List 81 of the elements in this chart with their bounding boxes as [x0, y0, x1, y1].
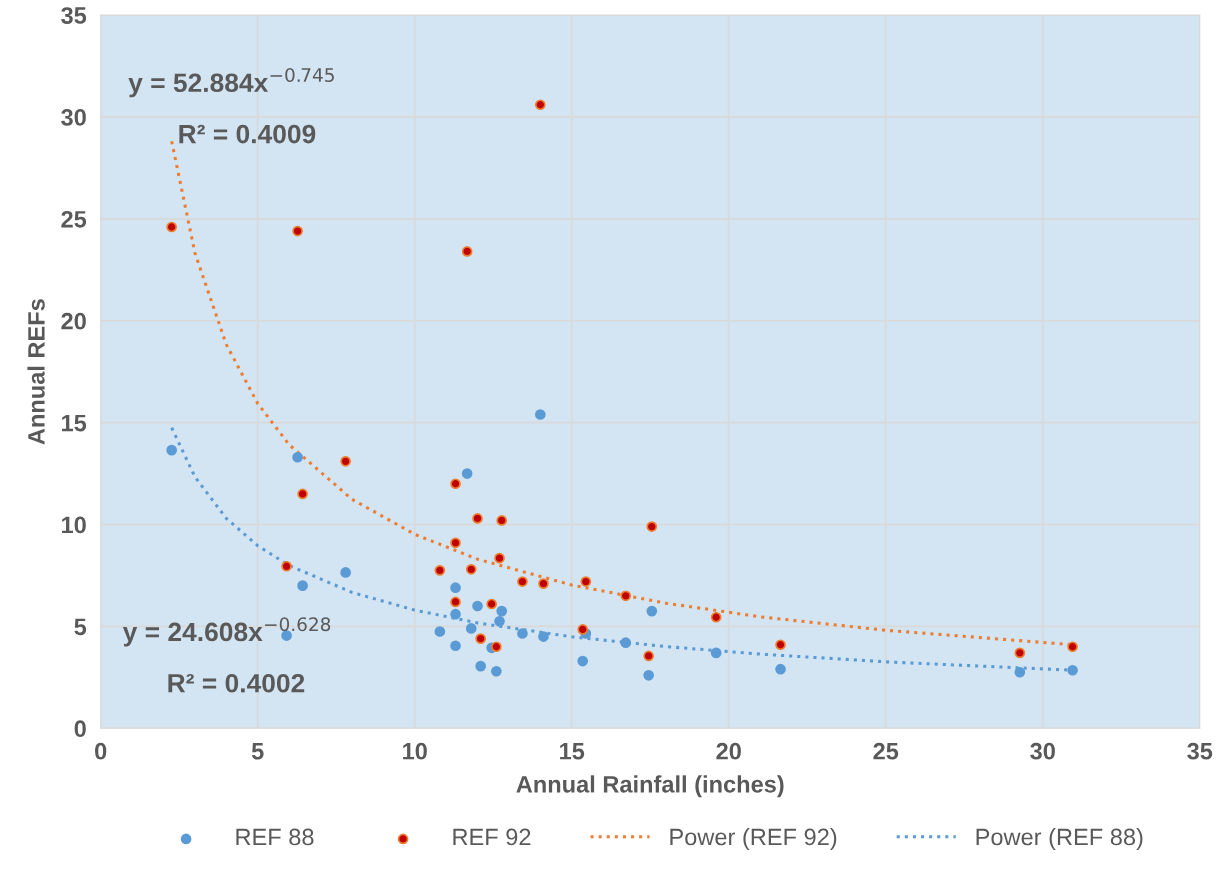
legend-label: REF 92 [453, 828, 531, 846]
point [434, 626, 446, 637]
point [494, 615, 505, 627]
annotation: R² = 0.4009 [179, 124, 316, 144]
point [710, 647, 722, 659]
point [340, 456, 351, 467]
point [517, 628, 528, 639]
point [1067, 641, 1078, 653]
x-tick-label: 20 [716, 742, 741, 760]
point [538, 631, 549, 642]
point [434, 565, 446, 576]
point [577, 624, 589, 635]
point [450, 596, 461, 608]
legend-label: Power (REF 88) [976, 828, 1143, 850]
point [646, 521, 658, 532]
point [491, 641, 502, 653]
point [494, 552, 505, 564]
point [166, 444, 177, 456]
y-tick-label: 0 [74, 720, 86, 738]
point [450, 640, 461, 652]
y-tick-label: 20 [61, 312, 86, 330]
x-tick-label: 5 [251, 743, 264, 760]
point [450, 537, 461, 549]
point [450, 478, 461, 490]
y-tick-label: 30 [61, 109, 86, 126]
x-tick-label: 35 [1187, 742, 1213, 760]
x-tick-label: 30 [1030, 742, 1055, 760]
x-axis-title: Annual Rainfall (inches) [516, 775, 784, 798]
point [475, 633, 486, 644]
y-tick-label: 25 [61, 210, 87, 228]
point [580, 576, 592, 587]
point [491, 665, 502, 677]
point [472, 513, 483, 524]
point [1014, 647, 1026, 659]
point [450, 608, 461, 620]
point [465, 623, 477, 634]
point [646, 605, 658, 617]
point [472, 600, 483, 612]
y-tick-label: 35 [61, 7, 87, 24]
y-tick-label: 10 [62, 516, 86, 534]
point [281, 560, 292, 572]
x-tick-label: 10 [403, 742, 427, 760]
point [461, 468, 473, 479]
point [620, 637, 632, 649]
y-axis-title: Annual REFs [27, 299, 45, 445]
point [534, 409, 546, 420]
point [643, 650, 654, 662]
y-tick-label: 5 [74, 618, 87, 636]
point [461, 246, 473, 257]
point [340, 567, 351, 578]
point [538, 578, 549, 589]
legend-label: Power (REF 92) [670, 828, 837, 850]
point [166, 221, 177, 233]
y-tick-label: 15 [62, 414, 87, 432]
point [450, 582, 461, 594]
point [297, 488, 308, 500]
point [297, 580, 308, 591]
point [620, 590, 632, 602]
point [475, 660, 486, 672]
point [775, 663, 786, 675]
point [1014, 666, 1026, 678]
point [517, 576, 528, 587]
point [534, 99, 546, 111]
point [643, 669, 654, 681]
point [1067, 664, 1078, 676]
annotation: y = 52.884x$^{−0.745}$ [128, 68, 334, 98]
point [496, 605, 508, 617]
point [775, 639, 786, 651]
point [496, 515, 508, 526]
point [710, 611, 722, 623]
point [486, 598, 497, 610]
annotation: y = 24.608x$^{−0.628}$ [122, 617, 331, 647]
point [465, 564, 477, 575]
x-tick-label: 15 [560, 743, 585, 760]
point [577, 655, 589, 667]
x-tick-label: 25 [873, 742, 899, 760]
x-tick-label: 0 [95, 742, 107, 760]
legend-label: REF 88 [236, 828, 314, 846]
annotation: R² = 0.4002 [168, 673, 305, 693]
point [292, 225, 303, 237]
point [292, 451, 303, 463]
